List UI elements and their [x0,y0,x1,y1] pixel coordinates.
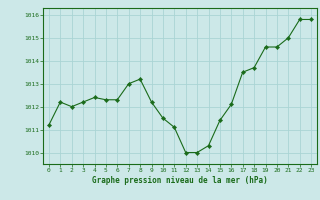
X-axis label: Graphe pression niveau de la mer (hPa): Graphe pression niveau de la mer (hPa) [92,176,268,185]
